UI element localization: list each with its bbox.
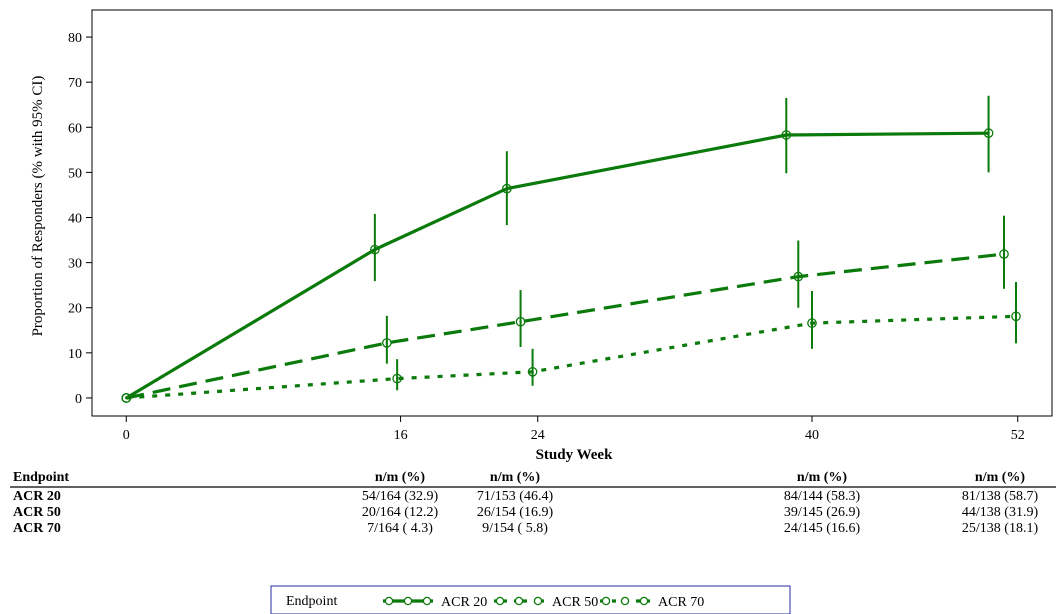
data-point-center: [987, 131, 990, 135]
legend: Endpoint ACR 20 ACR 50 ACR 70: [270, 585, 791, 614]
legend-swatch-marker: [384, 596, 394, 606]
legend-item-label: ACR 20: [441, 595, 487, 610]
y-tick-label: 40: [68, 212, 82, 227]
table-cell: 26/154 (16.9): [477, 505, 554, 520]
table-cell: 24/145 (16.6): [784, 521, 861, 536]
legend-swatch-marker: [601, 596, 611, 606]
series-line: [125, 252, 1005, 400]
legend-swatch-marker: [533, 596, 543, 606]
table-cell: 9/154 ( 5.8): [482, 521, 548, 536]
data-point-center: [385, 341, 389, 345]
data-point-center: [373, 248, 377, 251]
plot-frame: [91, 9, 1053, 417]
table-header-label: Endpoint: [13, 470, 69, 485]
y-tick-label: 80: [68, 31, 82, 46]
legend-swatch-marker: [495, 596, 505, 606]
legend-item-label: ACR 70: [658, 595, 704, 610]
y-tick-label: 30: [68, 257, 82, 272]
data-point-center: [395, 377, 399, 380]
legend-swatch-marker: [639, 596, 649, 606]
data-point: [807, 318, 817, 328]
x-tick-label: 16: [394, 428, 408, 443]
data-point: [793, 271, 804, 282]
table-column-header: n/m (%): [490, 470, 541, 485]
series-acr-20: [121, 95, 994, 403]
x-tick-label: 24: [531, 428, 545, 443]
legend-title: Endpoint: [286, 594, 337, 609]
x-tick-label: 0: [123, 428, 130, 443]
table-cell: 20/164 (12.2): [362, 505, 439, 520]
data-point: [392, 373, 402, 384]
table-row-label: ACR 50: [13, 505, 61, 520]
summary-table: Endpoint n/m (%) n/m (%) n/m (%) n/m (%) ACR …: [10, 470, 1056, 536]
data-point-center: [785, 133, 788, 137]
series-acr-50: [121, 215, 1009, 403]
data-point: [121, 393, 132, 403]
table-column-header: n/m (%): [797, 470, 848, 485]
y-tick-label: 20: [68, 302, 82, 317]
data-point: [1011, 311, 1021, 322]
x-axis-title: Study Week: [536, 447, 613, 463]
data-point: [382, 338, 392, 348]
table-cell: 39/145 (26.9): [784, 505, 861, 520]
table-column-header: n/m (%): [375, 470, 426, 485]
y-tick-label: 60: [68, 121, 82, 136]
legend-swatch-marker: [620, 596, 630, 606]
y-tick-label: 70: [68, 76, 82, 91]
data-point-center: [1014, 315, 1018, 318]
legend-item-acr-50: ACR 50: [494, 595, 598, 610]
series-line: [125, 131, 989, 400]
data-point-center: [519, 320, 522, 323]
series-line: [126, 314, 1017, 400]
y-tick-label: 10: [68, 347, 82, 362]
data-point: [781, 130, 792, 140]
data-point-center: [125, 396, 128, 400]
data-point: [983, 128, 994, 139]
legend-item-acr-20: ACR 20: [383, 595, 487, 610]
data-point: [370, 244, 380, 255]
data-point-center: [531, 370, 534, 373]
table-row-label: ACR 20: [13, 489, 61, 504]
data-point: [515, 316, 526, 327]
table-cell: 81/138 (58.7): [962, 489, 1039, 504]
y-tick-label: 50: [68, 166, 82, 181]
table-cell: 84/144 (58.3): [784, 489, 861, 504]
table-cell: 54/164 (32.9): [362, 489, 439, 504]
legend-swatch-marker: [514, 596, 524, 606]
data-point-center: [1002, 252, 1006, 256]
data-point-center: [505, 187, 509, 190]
table-cell: 71/153 (46.4): [477, 489, 554, 504]
table-column-header: n/m (%): [975, 470, 1026, 485]
legend-swatch-marker: [422, 596, 432, 606]
y-axis-title: Proportion of Responders (% with 95% CI): [30, 76, 46, 337]
data-point: [527, 366, 538, 377]
series-acr-70: [121, 282, 1021, 403]
table-cell: 25/138 (18.1): [962, 521, 1039, 536]
y-tick-label: 0: [75, 392, 82, 407]
data-point: [502, 183, 512, 194]
x-tick-label: 40: [805, 428, 819, 443]
legend-swatch-marker: [403, 596, 413, 606]
table-cell: 44/138 (31.9): [962, 505, 1039, 520]
legend-item-acr-70: ACR 70: [600, 595, 704, 610]
table-row-label: ACR 70: [13, 521, 61, 536]
data-point-center: [810, 321, 814, 325]
x-tick-label: 52: [1011, 428, 1025, 443]
data-point: [999, 249, 1009, 259]
data-point-center: [797, 275, 800, 278]
legend-box: [270, 585, 791, 614]
legend-item-label: ACR 50: [552, 595, 598, 610]
table-cell: 7/164 ( 4.3): [367, 521, 433, 536]
